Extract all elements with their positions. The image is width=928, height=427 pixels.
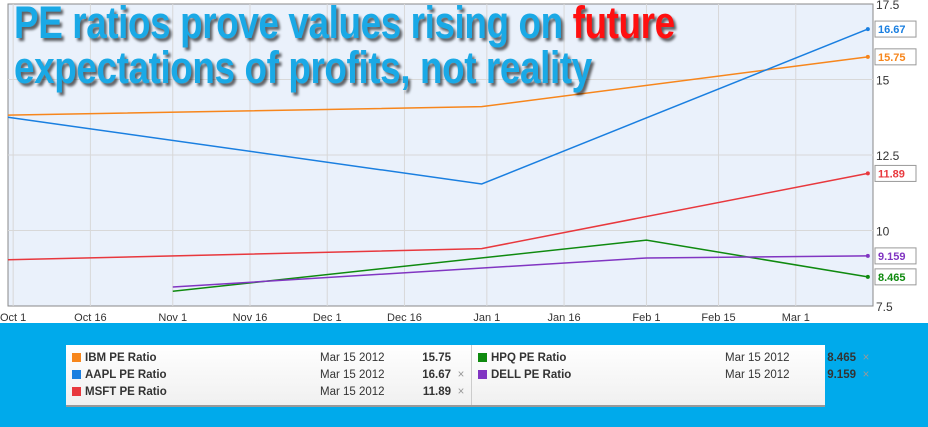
y-tick-label: 12.5 bbox=[876, 149, 900, 163]
series-value: 11.89 bbox=[422, 385, 451, 398]
x-tick-label: Oct 1 bbox=[0, 312, 26, 323]
series-swatch bbox=[72, 387, 81, 396]
series-date: Mar 15 2012 bbox=[725, 351, 790, 364]
remove-series-icon[interactable]: × bbox=[457, 368, 465, 381]
series-name: DELL PE Ratio bbox=[491, 368, 572, 381]
value-flag bbox=[874, 164, 917, 182]
series-endpoint bbox=[865, 27, 870, 32]
x-tick-label: Dec 16 bbox=[387, 312, 422, 323]
x-tick-label: Oct 16 bbox=[74, 312, 106, 323]
x-tick-label: Feb 15 bbox=[701, 312, 735, 323]
remove-series-icon[interactable]: × bbox=[862, 351, 870, 364]
legend-panel: IBM PE Ratio Mar 15 2012 15.75 AAPL PE R… bbox=[66, 345, 869, 407]
series-line-dell bbox=[172, 255, 868, 288]
headline-line-1: PE ratios prove values rising on future bbox=[14, 0, 675, 49]
legend-item[interactable]: HPQ PE Ratio Mar 15 2012 8.465 × bbox=[472, 349, 876, 366]
headline-line-2: expectations of profits, not reality bbox=[14, 42, 592, 93]
series-name: HPQ PE Ratio bbox=[491, 351, 567, 364]
series-endpoint bbox=[865, 54, 870, 59]
value-flag bbox=[874, 20, 917, 38]
y-tick-label: 17.5 bbox=[876, 0, 900, 12]
value-flag-label: 8.465 bbox=[878, 272, 906, 284]
x-tick-label: Mar 1 bbox=[782, 312, 810, 323]
series-name: AAPL PE Ratio bbox=[85, 368, 167, 381]
series-swatch bbox=[478, 353, 487, 362]
pe-ratio-chart: 7.5 10 12.5 15 17.5 Oct 1 Oct 16 Nov 1 Nov 16 Dec… bbox=[0, 0, 917, 323]
series-date: Mar 15 2012 bbox=[725, 368, 790, 381]
series-endpoint bbox=[865, 274, 870, 279]
y-tick-label: 15 bbox=[876, 74, 890, 88]
series-date: Mar 15 2012 bbox=[320, 385, 385, 398]
value-flag-label: 9.159 bbox=[878, 251, 906, 263]
remove-series-icon[interactable]: × bbox=[862, 368, 870, 381]
legend-item[interactable]: DELL PE Ratio Mar 15 2012 9.159 × bbox=[472, 366, 876, 383]
series-line-hpq bbox=[172, 239, 868, 292]
series-line-msft bbox=[7, 172, 868, 261]
legend-column-left: IBM PE Ratio Mar 15 2012 15.75 AAPL PE R… bbox=[66, 345, 472, 405]
value-flag-label: 11.89 bbox=[878, 168, 905, 180]
x-tick-label: Dec 1 bbox=[313, 312, 342, 323]
value-flag bbox=[874, 268, 917, 286]
series-swatch bbox=[478, 370, 487, 379]
series-swatch bbox=[72, 370, 81, 379]
headline-highlight: future bbox=[572, 0, 675, 48]
series-date: Mar 15 2012 bbox=[320, 368, 385, 381]
series-name: MSFT PE Ratio bbox=[85, 385, 167, 398]
legend-item[interactable]: AAPL PE Ratio Mar 15 2012 16.67 × bbox=[66, 366, 471, 383]
legend-column-right: HPQ PE Ratio Mar 15 2012 8.465 × DELL PE… bbox=[472, 345, 876, 405]
value-flag bbox=[874, 247, 917, 265]
x-tick-label: Nov 16 bbox=[233, 312, 268, 323]
value-flag-label: 15.75 bbox=[878, 52, 906, 64]
series-line-aapl bbox=[7, 28, 869, 185]
y-tick-label: 10 bbox=[876, 225, 890, 239]
x-tick-label: Feb 1 bbox=[632, 312, 660, 323]
series-value: 9.159 bbox=[827, 368, 856, 381]
series-line-ibm bbox=[7, 56, 868, 116]
series-endpoint bbox=[865, 171, 870, 176]
legend-item[interactable]: IBM PE Ratio Mar 15 2012 15.75 bbox=[66, 349, 471, 366]
series-value: 16.67 bbox=[422, 368, 451, 381]
x-tick-label: Jan 16 bbox=[548, 312, 581, 323]
value-flag-label: 16.67 bbox=[878, 24, 906, 36]
series-date: Mar 15 2012 bbox=[320, 351, 385, 364]
value-flag bbox=[874, 48, 917, 66]
remove-series-icon[interactable]: × bbox=[457, 385, 465, 398]
series-endpoint bbox=[865, 253, 870, 258]
series-value: 8.465 bbox=[827, 351, 856, 364]
legend-item[interactable]: MSFT PE Ratio Mar 15 2012 11.89 × bbox=[66, 383, 471, 400]
series-value: 15.75 bbox=[422, 351, 451, 364]
series-swatch bbox=[72, 353, 81, 362]
y-tick-label: 7.5 bbox=[876, 300, 893, 314]
x-tick-label: Nov 1 bbox=[158, 312, 187, 323]
series-name: IBM PE Ratio bbox=[85, 351, 157, 364]
x-tick-label: Jan 1 bbox=[473, 312, 500, 323]
headline-text: PE ratios prove values rising on bbox=[14, 0, 573, 48]
